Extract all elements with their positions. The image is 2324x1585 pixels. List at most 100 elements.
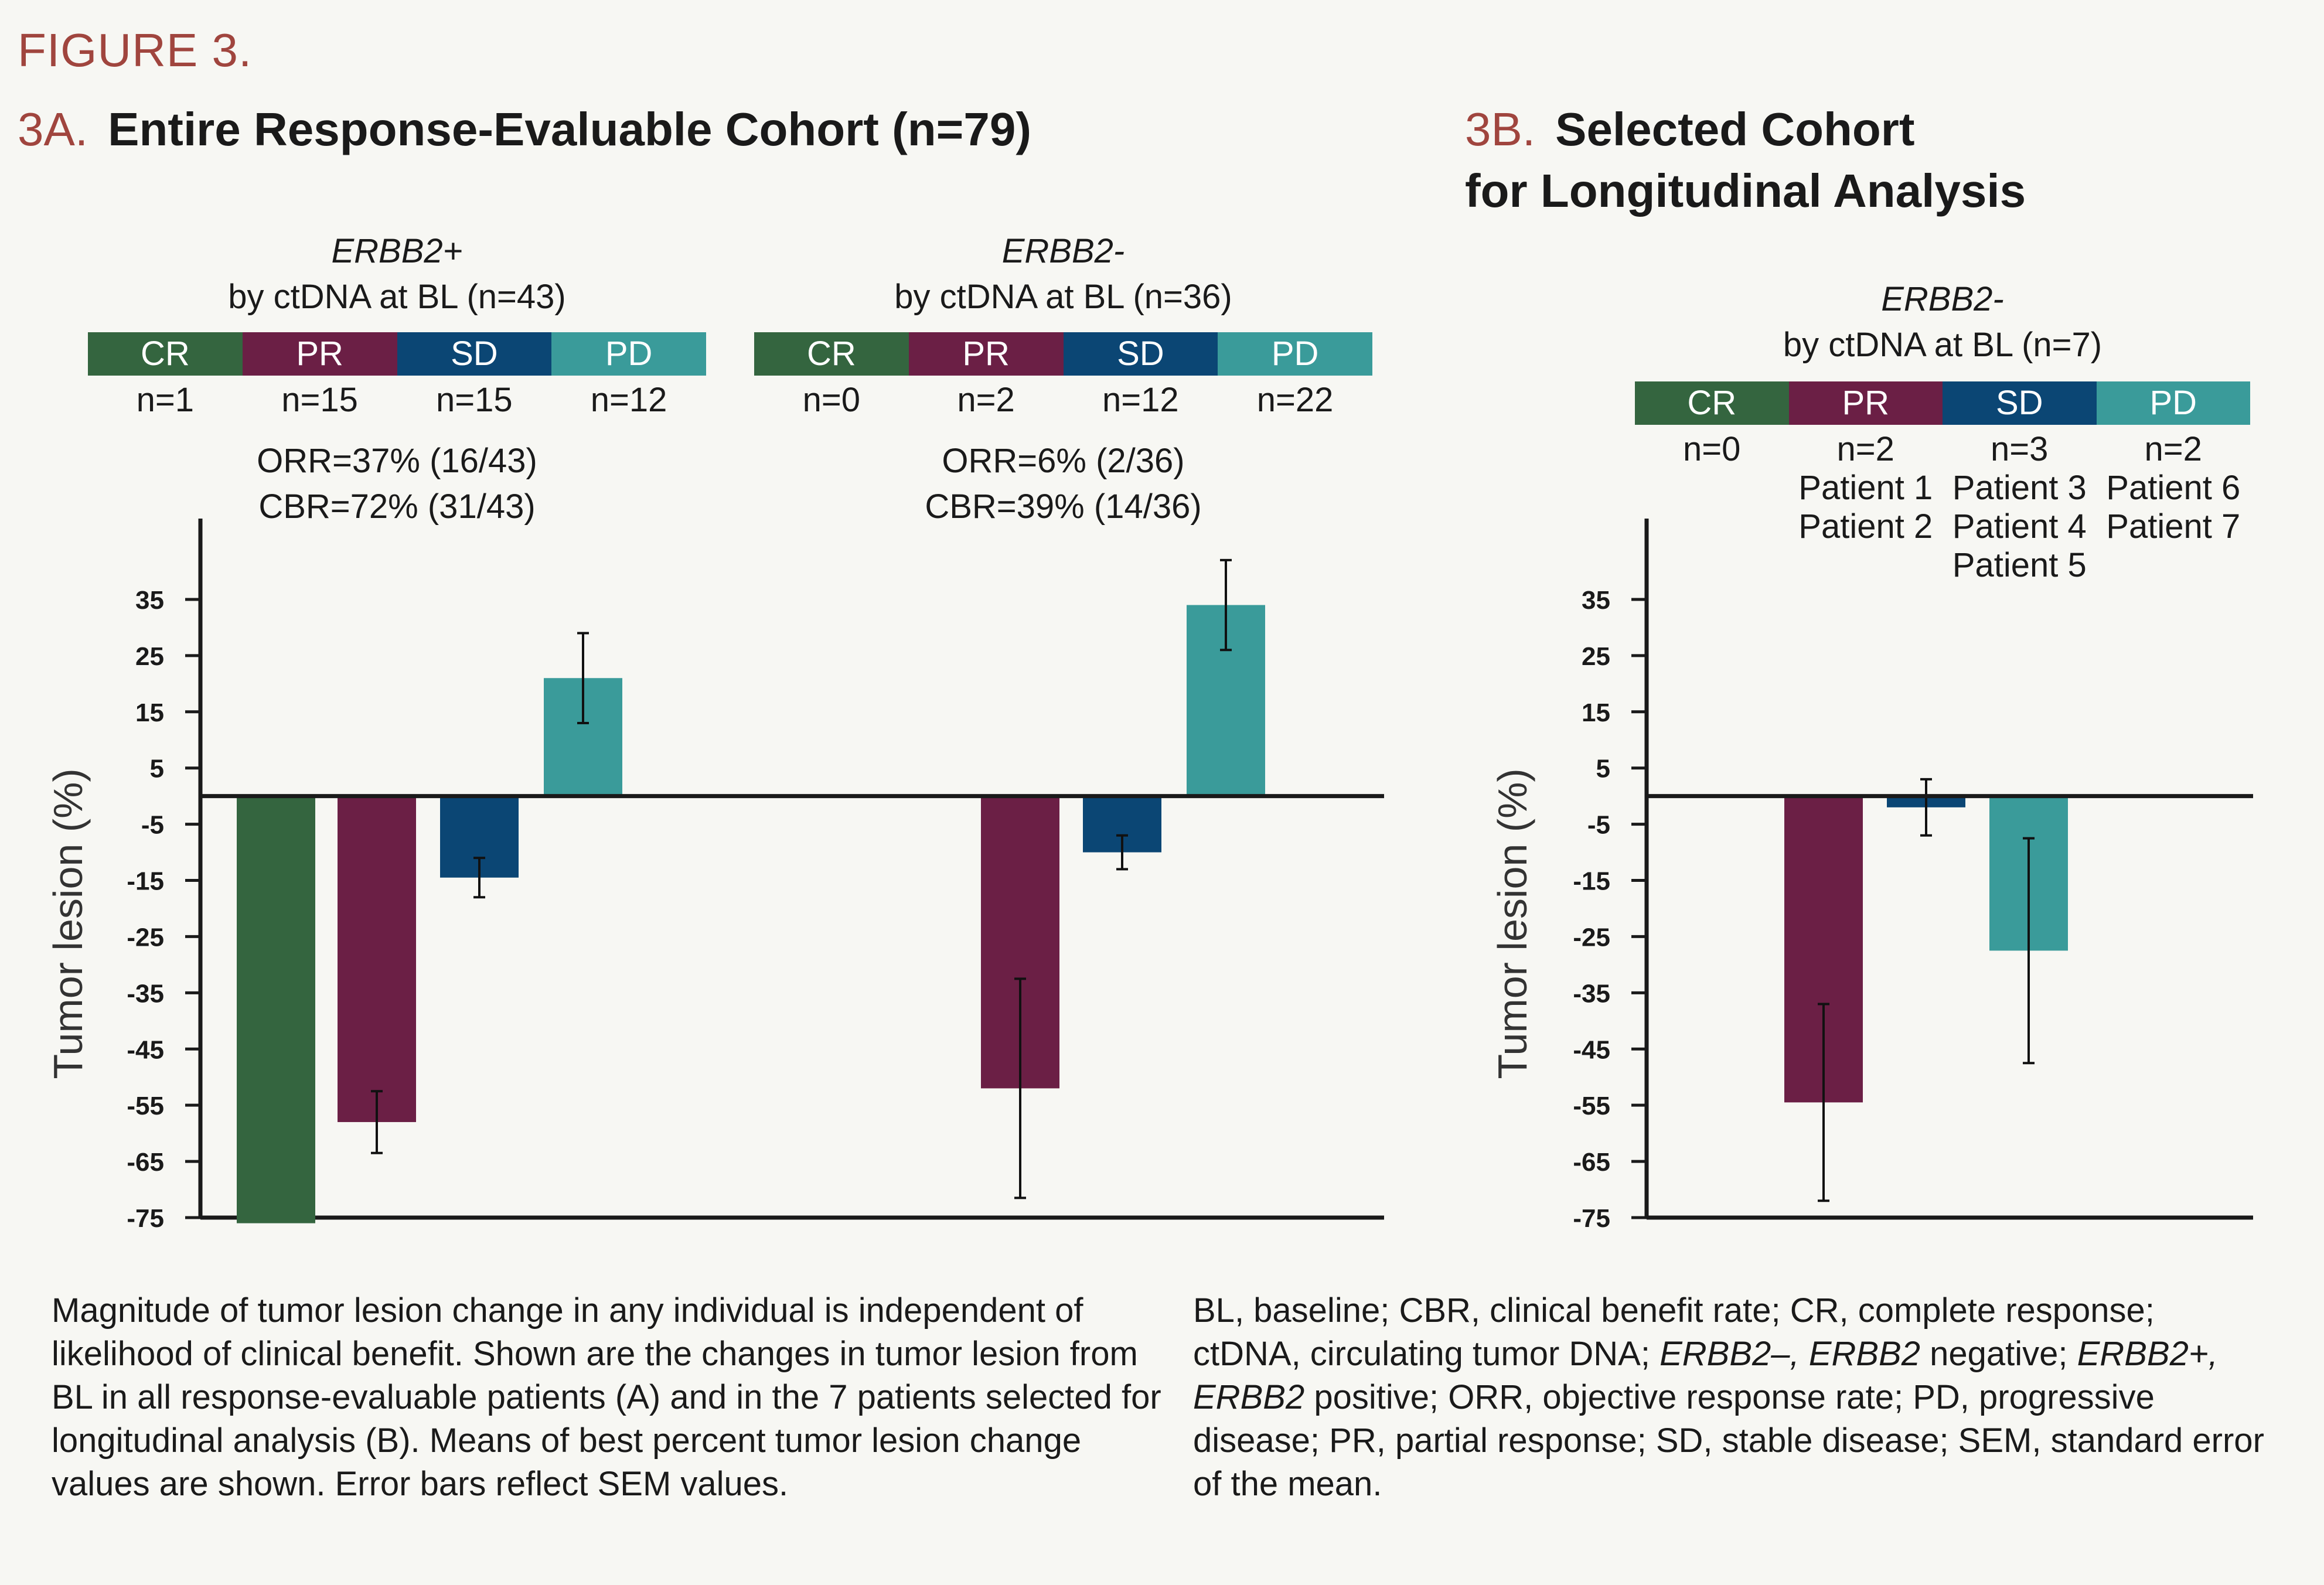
y-axis-label: Tumor lesion (%) [1490, 768, 1535, 1079]
cat-pr: PR [908, 332, 1064, 376]
patient-label: Patient 1 [1798, 469, 1933, 507]
count-pr: n=15 [281, 381, 358, 419]
figure-label: FIGURE 3. [18, 24, 253, 76]
count-cr: n=1 [136, 381, 195, 419]
panel-a-title: 3A. Entire Response-Evaluable Cohort (n=7… [18, 98, 1031, 160]
group-a1-category-strip: CR PR SD PD [88, 332, 706, 376]
count-pd: n=22 [1256, 381, 1334, 419]
caption-left: Magnitude of tumor lesion change in any … [52, 1291, 1161, 1503]
group-b-gene: ERBB2- [1881, 280, 2004, 318]
group-a1-orr: ORR=37% (16/43) [257, 442, 537, 480]
group-a1-gene: ERBB2+ [331, 232, 463, 270]
y-axis-label: Tumor lesion (%) [45, 768, 91, 1079]
panel-b-title-line2: for Longitudinal Analysis [1465, 165, 2026, 217]
chart-panel-b: 35 25 15 5 -5 -15 -25 -35 -45 -55 -65 -75 Tumor lesi… [1490, 519, 2253, 1233]
cat-pr: PR [1788, 381, 1943, 425]
count-sd-col: n=3 Patient 3 Patient 4 Patient 5 [1943, 430, 2097, 585]
y-tick-label: -35 [127, 979, 164, 1008]
y-tick-label: 15 [1582, 698, 1610, 727]
y-tick-label: -15 [127, 867, 164, 896]
group-a1-subtitle: by ctDNA at BL (n=43) [228, 278, 566, 316]
y-tick-label: -35 [1573, 979, 1610, 1008]
y-tick-label: 35 [135, 586, 164, 615]
chart-panel-a: 35 25 15 5 -5 -15 -25 -35 -45 -55 -65 -75 Tumor lesi… [45, 519, 1384, 1233]
cat-pd: PD [551, 332, 706, 376]
cat-sd: SD [1063, 332, 1218, 376]
panel-a-tag: 3A. [18, 103, 88, 155]
panel-b-title-line1: Selected Cohort [1555, 103, 1915, 155]
count-pd: n=2 [2144, 430, 2202, 468]
y-tick-label: -45 [127, 1035, 164, 1064]
patient-label: Patient 4 [1952, 507, 2087, 546]
y-tick-label: -75 [1573, 1204, 1610, 1233]
cat-cr: CR [1635, 381, 1789, 425]
count-sd: n=15 [436, 381, 513, 419]
group-a1-counts: n=1 n=15 n=15 n=12 [88, 381, 706, 420]
group-b-counts: n=0 n=2 Patient 1 Patient 2 n=3 Patient … [1635, 430, 2250, 585]
panel-b-tag: 3B. [1465, 103, 1536, 155]
caption-right-italic1: ERBB2–, ERBB2 [1659, 1335, 1920, 1373]
group-a2-stats: ORR=6% (2/36) CBR=39% (14/36) [754, 438, 1372, 530]
panel-b-title: 3B. Selected Cohort for Longitudinal Anal… [1465, 98, 2026, 221]
panel-a-title-text: Entire Response-Evaluable Cohort (n=79) [108, 103, 1031, 155]
group-a2-gene: ERBB2- [1001, 232, 1125, 270]
caption-right-italic2: ERBB2+, ERBB2 [1193, 1335, 2218, 1416]
patient-label: Patient 3 [1952, 469, 2087, 507]
group-a2-counts: n=0 n=2 n=12 n=22 [754, 381, 1372, 420]
y-tick-label: -55 [1573, 1092, 1610, 1120]
y-tick-label: 25 [1582, 642, 1610, 671]
cat-cr: CR [88, 332, 243, 376]
patient-label: Patient 7 [2106, 507, 2241, 546]
group-a2-cbr: CBR=39% (14/36) [925, 488, 1202, 526]
count-sd: n=3 [1991, 430, 2049, 468]
group-b-category-strip: CR PR SD PD [1635, 381, 2250, 425]
y-tick-label: 5 [150, 755, 164, 783]
patient-label: Patient 2 [1798, 507, 1933, 546]
cat-cr: CR [754, 332, 909, 376]
y-tick-label: 25 [135, 642, 164, 671]
y-tick-label: -65 [1573, 1148, 1610, 1177]
y-tick-label: -5 [1587, 811, 1610, 840]
group-a2-subtitle: by ctDNA at BL (n=36) [894, 278, 1232, 316]
count-pr: n=2 [957, 381, 1015, 419]
y-tick-label: 5 [1596, 755, 1610, 783]
patient-label: Patient 5 [1952, 546, 2087, 584]
count-cr: n=0 [1683, 430, 1741, 468]
count-cr-col: n=0 [1635, 430, 1789, 585]
group-a2-orr: ORR=6% (2/36) [942, 442, 1185, 480]
cat-sd: SD [397, 332, 552, 376]
y-tick-label: -15 [1573, 867, 1610, 896]
count-cr: n=0 [802, 381, 861, 419]
group-a2-category-strip: CR PR SD PD [754, 332, 1372, 376]
group-b-header: ERBB2- by ctDNA at BL (n=7) [1635, 277, 2250, 368]
y-tick-label: 35 [1582, 586, 1610, 615]
count-pd: n=12 [590, 381, 667, 419]
group-a2-header: ERBB2- by ctDNA at BL (n=36) [754, 229, 1372, 320]
y-tick-label: -65 [127, 1148, 164, 1177]
caption-right-part1: BL, baseline; CBR, clinical benefit rate… [1193, 1291, 2155, 1373]
count-pr: n=2 [1836, 430, 1894, 468]
bar-ERBB2-cr [237, 796, 315, 1223]
cat-sd: SD [1943, 381, 2097, 425]
y-tick-label: -75 [127, 1204, 164, 1233]
group-a1-cbr: CBR=72% (31/43) [258, 488, 536, 526]
y-tick-label: -25 [127, 923, 164, 952]
count-sd: n=12 [1102, 381, 1179, 419]
count-pd-col: n=2 Patient 6 Patient 7 [2097, 430, 2251, 585]
group-b-subtitle: by ctDNA at BL (n=7) [1783, 326, 2102, 364]
y-tick-label: -25 [1573, 923, 1610, 952]
caption-right-part3: positive; ORR, objective response rate; … [1193, 1378, 2264, 1503]
count-pr-col: n=2 Patient 1 Patient 2 [1789, 430, 1943, 585]
y-tick-label: 15 [135, 698, 164, 727]
patient-label: Patient 6 [2106, 469, 2241, 507]
caption-right-part2: negative; [1920, 1335, 2077, 1373]
cat-pr: PR [242, 332, 397, 376]
bar-ERBB2-pr [338, 796, 416, 1122]
group-a1-stats: ORR=37% (16/43) CBR=72% (31/43) [88, 438, 706, 530]
caption-right: BL, baseline; CBR, clinical benefit rate… [1193, 1289, 2271, 1506]
y-tick-label: -45 [1573, 1035, 1610, 1064]
cat-pd: PD [2096, 381, 2250, 425]
y-tick-label: -5 [141, 811, 164, 840]
group-a1-header: ERBB2+ by ctDNA at BL (n=43) [88, 229, 706, 320]
cat-pd: PD [1218, 332, 1372, 376]
